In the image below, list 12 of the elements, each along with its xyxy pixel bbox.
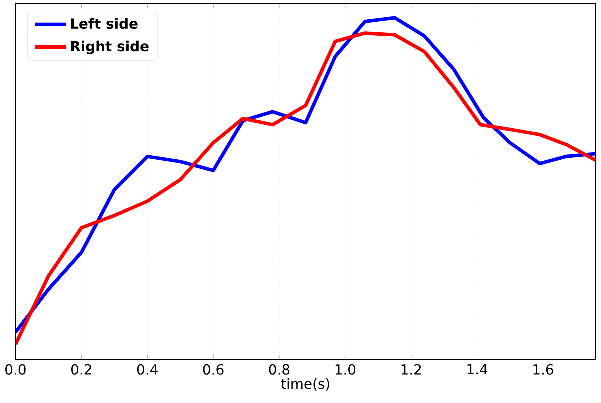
x-tick-label: 0.0	[6, 364, 26, 376]
x-tick-label: 1.2	[402, 364, 422, 375]
x-tick-label: 0.4	[137, 364, 158, 376]
x-axis-title: time(s)	[281, 378, 330, 392]
legend-label: Left side	[71, 18, 138, 30]
x-tick-label: 1.4	[468, 364, 488, 375]
x-tick-label: 0.2	[72, 364, 92, 376]
x-tick-label: 1.0	[336, 364, 356, 376]
x-tick-label: 0.8	[269, 364, 290, 376]
x-tick-label: 1.6	[534, 364, 554, 376]
legend-label: Right side	[71, 41, 149, 55]
x-tick-label: 0.6	[203, 364, 224, 376]
